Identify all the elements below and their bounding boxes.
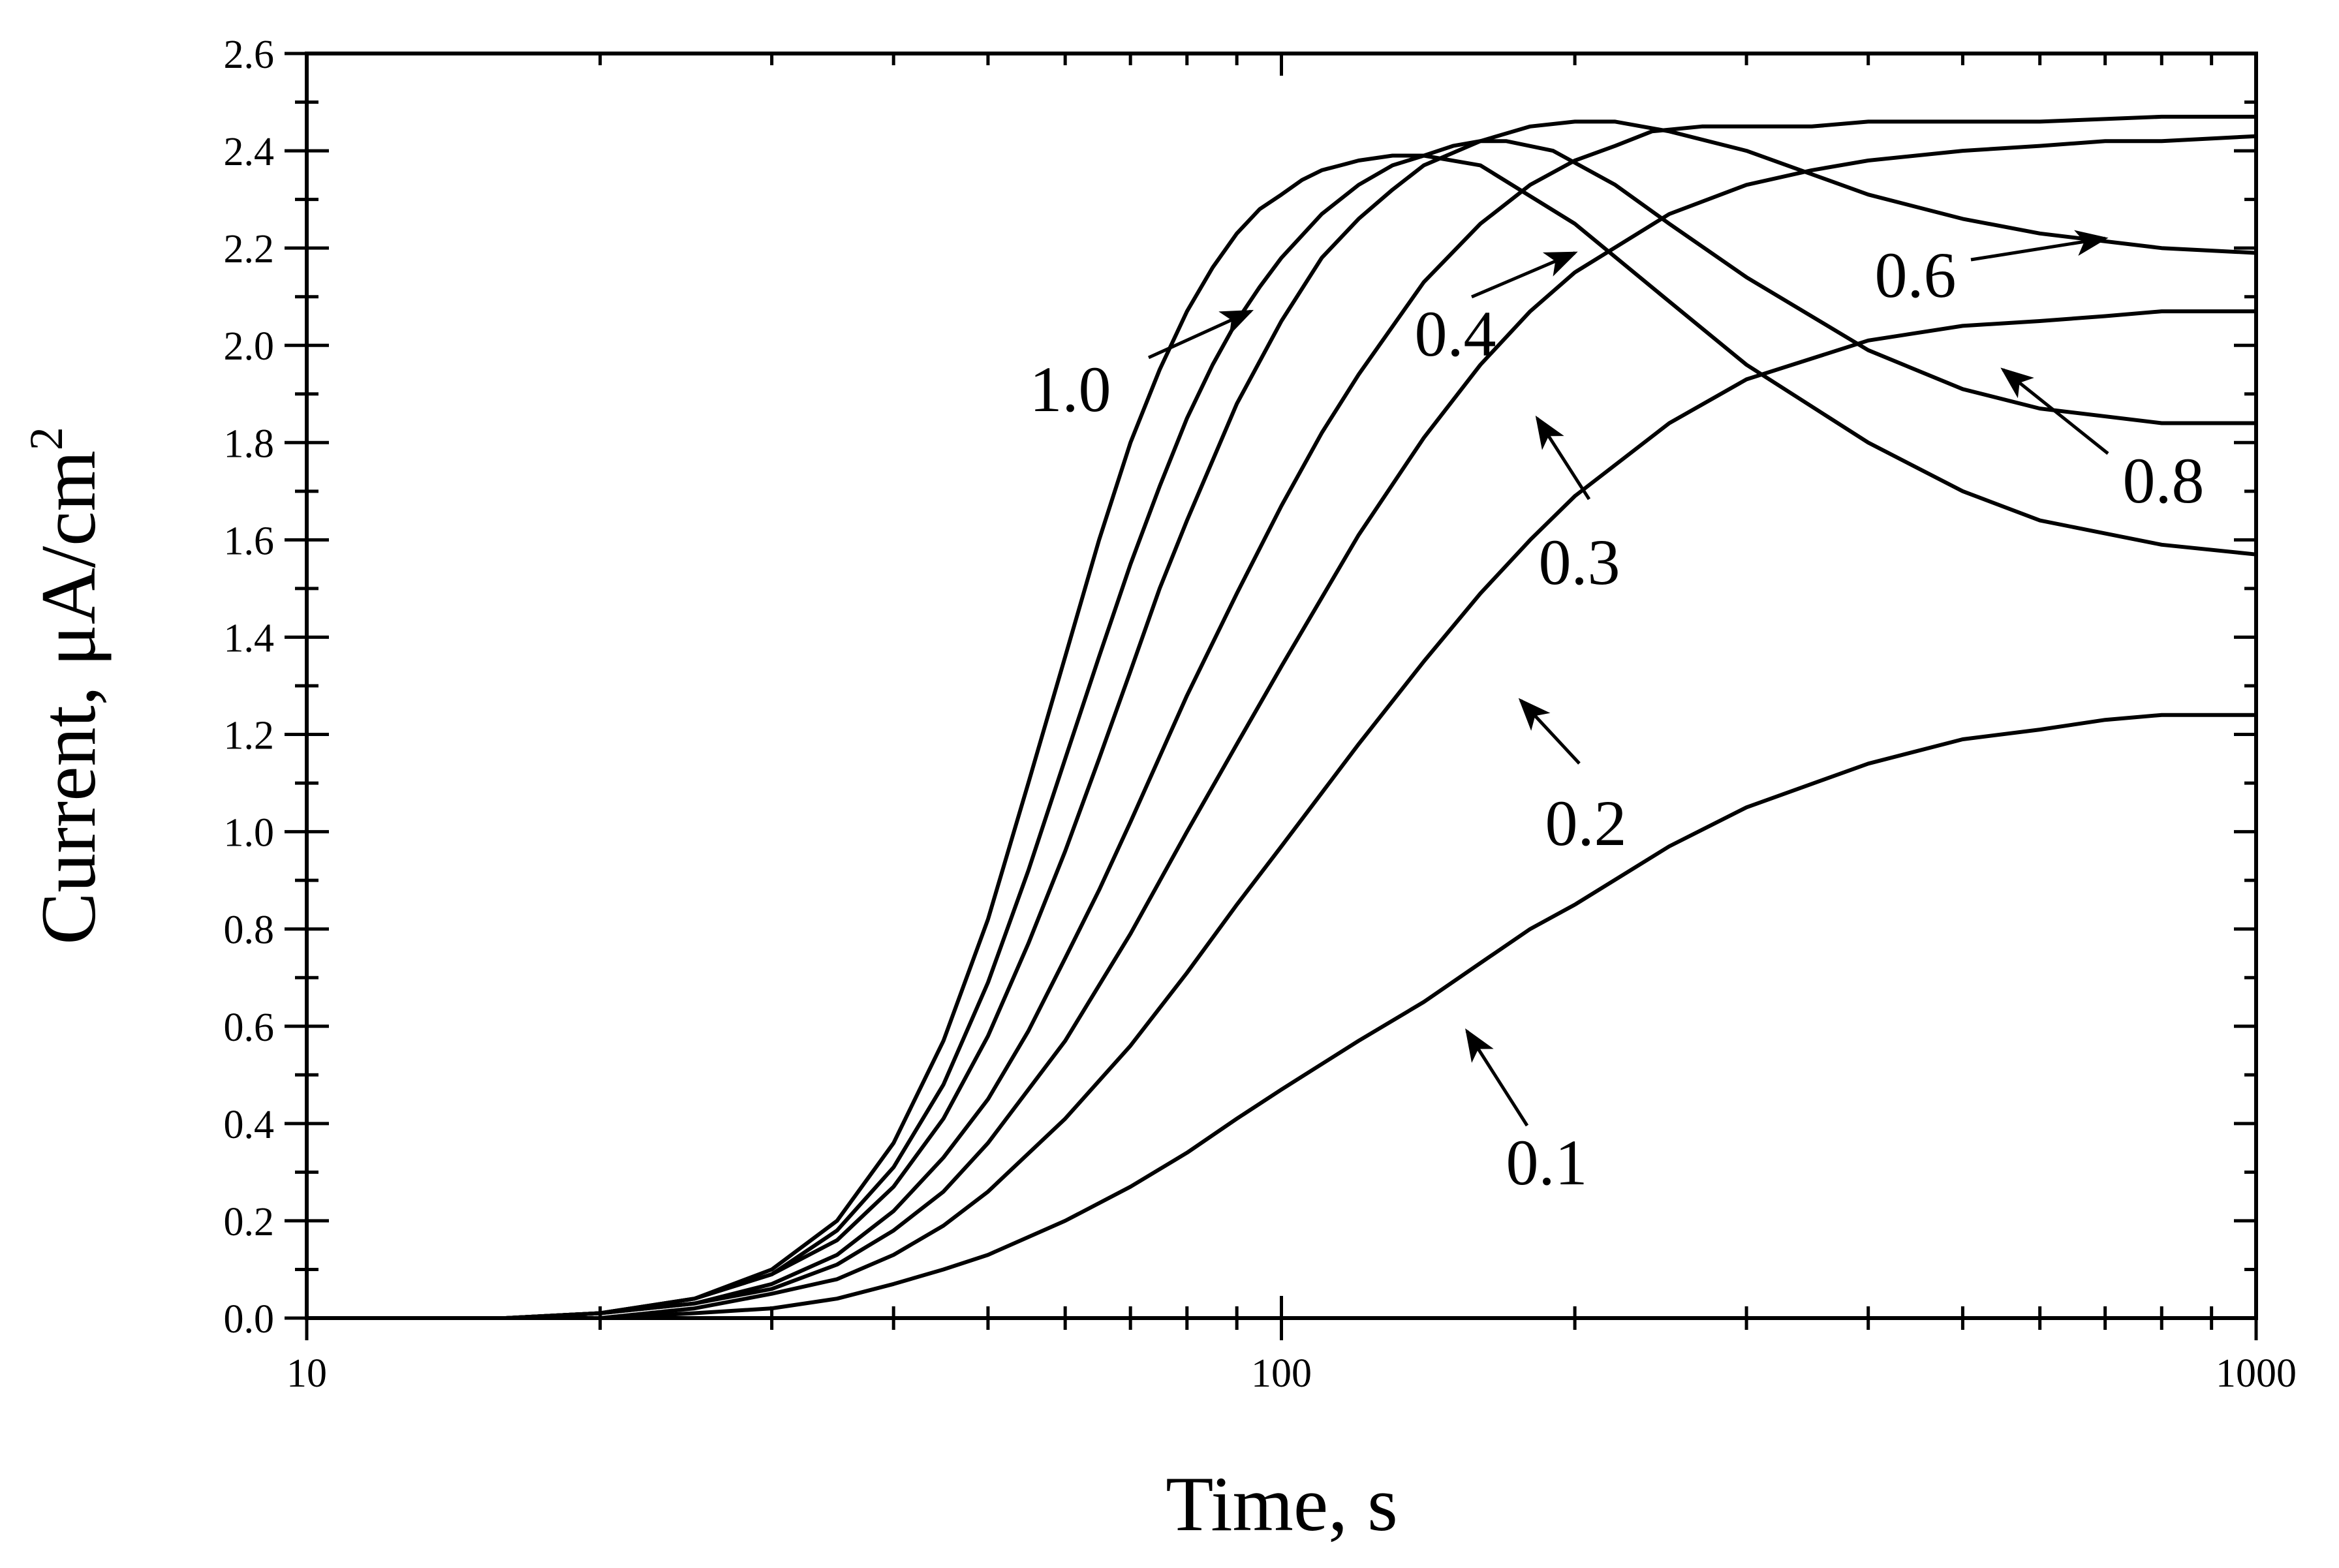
annotation-label: 0.2	[1545, 787, 1627, 859]
y-tick-label: 1.6	[224, 519, 275, 563]
annotation-arrow	[1471, 251, 1578, 299]
x-tick-label: 100	[1251, 1351, 1312, 1396]
annotation-label: 0.4	[1415, 298, 1496, 370]
y-tick-label: 1.0	[224, 811, 275, 855]
x-axis-title: Time, s	[1166, 1460, 1398, 1547]
series-line-6	[505, 309, 2256, 1320]
y-axis-title-superscript: 2	[20, 427, 72, 450]
y-axis-title: Current, μA/cm2	[20, 427, 112, 945]
y-tick-label: 2.2	[224, 227, 275, 271]
y-axis-title-text: Current, μA/cm	[25, 450, 112, 945]
curves	[505, 114, 2257, 1320]
y-tick-label: 0.4	[224, 1103, 275, 1147]
annotation-arrow	[1970, 230, 2109, 262]
series-line-3	[505, 119, 2257, 1320]
annotation-arrow	[2000, 367, 2109, 455]
annotation-label: 0.3	[1539, 526, 1620, 598]
y-tick-label: 0.0	[224, 1297, 275, 1342]
y-tick-label: 0.8	[224, 908, 275, 953]
plot-frame	[305, 52, 2258, 1320]
series-line-1	[505, 153, 2257, 1320]
annotation-label: 0.8	[2123, 444, 2205, 517]
series-line-7	[505, 713, 2256, 1320]
series-line-5	[505, 134, 2257, 1320]
annotation-arrow	[1147, 309, 1254, 360]
curve-annotations: 1.0 0.4 0.6 0.3 0.8 0.2 0.1	[1030, 230, 2205, 1199]
axis-ticks	[285, 52, 2258, 1340]
y-tick-label: 2.4	[224, 130, 275, 174]
tick-labels: 0.0 0.2 0.4 0.6 0.8 1.0 1.2 1.4 1.6 1.8 2.0 2.2 2.4 2…	[224, 33, 2297, 1396]
annotation-arrow	[1535, 415, 1591, 500]
series-line-4	[505, 114, 2256, 1320]
y-tick-label: 1.2	[224, 714, 275, 758]
y-tick-label: 2.0	[224, 324, 275, 369]
annotation-label: 0.1	[1506, 1126, 1588, 1199]
y-tick-label: 1.8	[224, 422, 275, 466]
y-tick-label: 1.4	[224, 616, 275, 660]
y-tick-label: 0.6	[224, 1006, 275, 1050]
annotation-label: 0.6	[1875, 239, 1957, 311]
x-tick-label: 1000	[2216, 1351, 2297, 1396]
annotation-label: 1.0	[1030, 353, 1111, 425]
annotation-arrow	[1518, 698, 1581, 765]
annotation-arrow	[1465, 1028, 1529, 1127]
x-tick-label: 10	[287, 1351, 327, 1396]
series-line-2	[505, 139, 2256, 1320]
y-tick-label: 0.2	[224, 1200, 275, 1244]
y-tick-label: 2.6	[224, 33, 275, 77]
